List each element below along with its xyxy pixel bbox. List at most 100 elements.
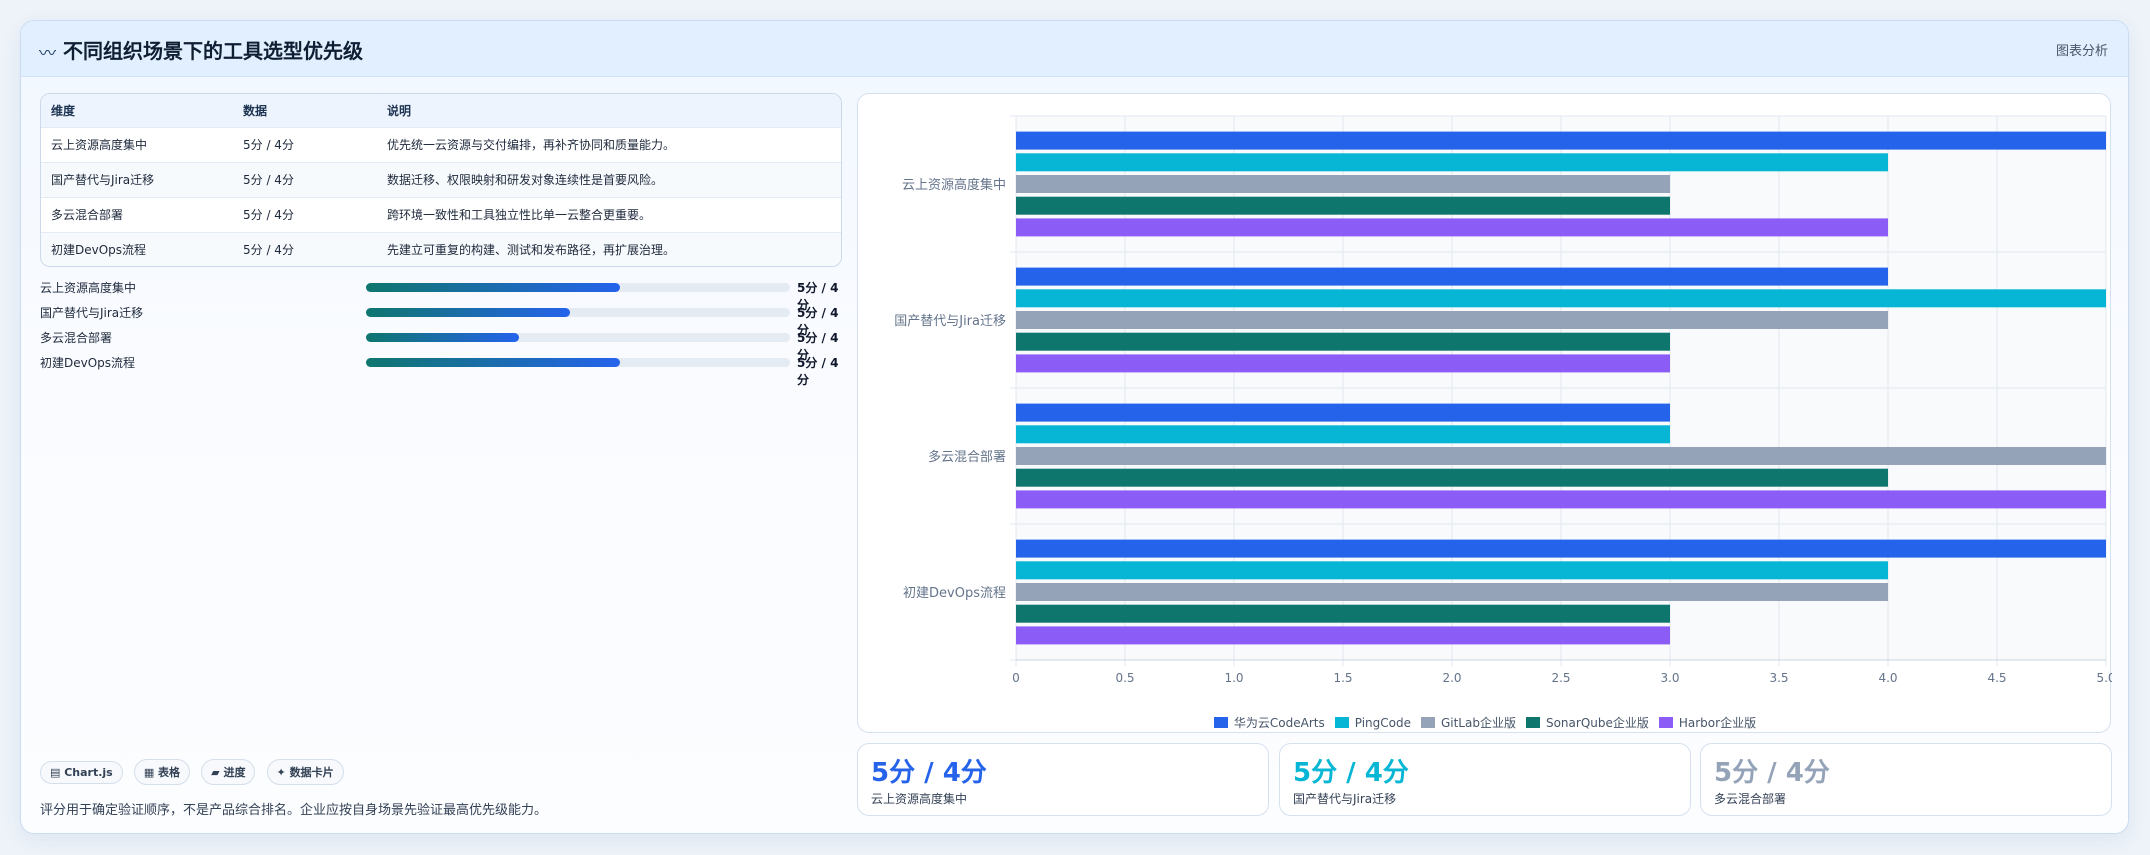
column-header: 数据 xyxy=(233,94,377,128)
bar xyxy=(1016,131,2106,150)
bar xyxy=(1016,539,2106,558)
table-row: 国产替代与Jira迁移 5分 / 4分 数据迁移、权限映射和研发对象连续性是首要… xyxy=(41,162,841,198)
table-cell: 5分 / 4分 xyxy=(233,127,377,163)
progress-fill xyxy=(366,308,570,317)
progress-label: 云上资源高度集中 xyxy=(40,281,137,295)
x-tick-label: 1.5 xyxy=(1333,671,1352,685)
progress-fill xyxy=(366,333,519,342)
legend-swatch xyxy=(1420,717,1435,728)
chip-table[interactable]: ▦ 表格 xyxy=(133,759,191,785)
table-cell: 云上资源高度集中 xyxy=(41,127,233,163)
legend-label: Harbor企业版 xyxy=(1678,716,1757,730)
progress-track xyxy=(366,358,790,367)
bar xyxy=(1016,490,2106,509)
table-cell: 先建立可重复的构建、测试和发布路径，再扩展治理。 xyxy=(377,232,841,266)
legend-label: 华为云CodeArts xyxy=(1233,716,1325,730)
y-tick-label: 多云混合部署 xyxy=(928,449,1006,465)
bar xyxy=(1016,267,1888,286)
footnote: 评分用于确定验证顺序，不是产品综合排名。企业应按自身场景先验证最高优先级能力。 xyxy=(40,803,548,818)
bar xyxy=(1016,332,1670,351)
stat-card: 5分 / 4分 多云混合部署 xyxy=(1700,743,2112,816)
progress-label: 初建DevOps流程 xyxy=(40,356,136,370)
chart-analysis-link[interactable]: 图表分析 xyxy=(2055,44,2108,59)
progress-value: 5分 / 4分 xyxy=(797,356,839,387)
legend-item[interactable]: GitLab企业版 xyxy=(1420,714,1516,731)
chip-chartjs[interactable]: ▤ Chart.js xyxy=(40,761,123,784)
bar xyxy=(1016,196,1670,215)
progress-value: 5分 / 4分 xyxy=(797,306,839,337)
x-tick-label: 3.5 xyxy=(1769,671,1788,685)
table-cell: 初建DevOps流程 xyxy=(41,232,233,266)
legend-swatch xyxy=(1658,717,1673,728)
x-tick-label: 5.0 xyxy=(2096,671,2112,685)
progress-value: 5分 / 4分 xyxy=(797,281,839,312)
x-tick-label: 0.5 xyxy=(1115,671,1134,685)
table-row: 云上资源高度集中 5分 / 4分 优先统一云资源与交付编排，再补齐协同和质量能力… xyxy=(41,127,841,163)
progress-row: 多云混合部署 5分 / 4分 xyxy=(40,325,850,362)
bar xyxy=(1016,447,2106,465)
stat-label: 云上资源高度集中 xyxy=(871,792,968,806)
progress-track xyxy=(366,308,790,317)
legend-label: GitLab企业版 xyxy=(1440,716,1516,730)
table-row: 初建DevOps流程 5分 / 4分 先建立可重复的构建、测试和发布路径，再扩展… xyxy=(41,232,841,266)
table-cell: 5分 / 4分 xyxy=(233,232,377,266)
bar xyxy=(1016,153,1888,172)
bar xyxy=(1016,604,1670,623)
chip-progress[interactable]: ▰ 进度 xyxy=(201,759,256,785)
legend-swatch xyxy=(1334,717,1349,728)
x-tick-label: 2.5 xyxy=(1551,671,1570,685)
stat-value: 5分 / 4分 xyxy=(1714,758,1830,788)
chart-legend: 华为云CodeArts PingCode GitLab企业版 SonarQube企业版… xyxy=(858,714,2112,731)
table-cell: 优先统一云资源与交付编排，再补齐协同和质量能力。 xyxy=(377,127,841,163)
table-cell: 国产替代与Jira迁移 xyxy=(41,162,233,198)
stat-value: 5分 / 4分 xyxy=(871,758,987,788)
progress-value: 5分 / 4分 xyxy=(797,331,839,362)
y-tick-label: 初建DevOps流程 xyxy=(903,586,1006,601)
bar xyxy=(1016,583,1888,601)
bar xyxy=(1016,175,1670,193)
table-cell: 5分 / 4分 xyxy=(233,162,377,198)
table-cell: 多云混合部署 xyxy=(41,197,233,233)
stat-card: 5分 / 4分 云上资源高度集中 xyxy=(857,743,1269,816)
legend-item[interactable]: 华为云CodeArts xyxy=(1213,714,1325,731)
progress-row: 初建DevOps流程 5分 / 4分 xyxy=(40,350,850,387)
x-tick-label: 1.0 xyxy=(1224,671,1243,685)
table-cell: 数据迁移、权限映射和研发对象连续性是首要风险。 xyxy=(377,162,841,198)
legend-item[interactable]: SonarQube企业版 xyxy=(1525,714,1649,731)
progress-track xyxy=(366,283,790,292)
progress-fill xyxy=(366,283,621,292)
stat-label: 多云混合部署 xyxy=(1714,792,1787,806)
progress-label: 国产替代与Jira迁移 xyxy=(40,306,144,320)
progress-row: 国产替代与Jira迁移 5分 / 4分 xyxy=(40,300,850,337)
bar xyxy=(1016,425,1670,444)
trend-icon: 〰 xyxy=(39,44,56,64)
chip-data-cards[interactable]: ✦ 数据卡片 xyxy=(266,759,344,785)
stat-card: 5分 / 4分 国产替代与Jira迁移 xyxy=(1279,743,1691,816)
panel-header: 〰 不同组织场景下的工具选型优先级 图表分析 xyxy=(21,21,2128,77)
bar xyxy=(1016,354,1670,373)
legend-swatch xyxy=(1525,717,1540,728)
progress-label: 多云混合部署 xyxy=(40,331,113,345)
x-tick-label: 4.0 xyxy=(1878,671,1897,685)
progress-row: 云上资源高度集中 5分 / 4分 xyxy=(40,275,850,312)
bar xyxy=(1016,218,1888,237)
x-tick-label: 3.0 xyxy=(1660,671,1679,685)
stat-label: 国产替代与Jira迁移 xyxy=(1293,792,1397,806)
bar-chart: 云上资源高度集中 国产替代与Jira迁移 多云混合部署 初建DevOps流程 0 0.5 1… xyxy=(857,93,2112,733)
bar xyxy=(1016,311,1888,329)
x-tick-label: 0 xyxy=(1012,671,1020,685)
legend-swatch xyxy=(1213,717,1228,728)
table-cell: 跨环境一致性和工具独立性比单一云整合更重要。 xyxy=(377,197,841,233)
legend-item[interactable]: PingCode xyxy=(1334,716,1411,730)
x-tick-label: 2.0 xyxy=(1442,671,1461,685)
bar xyxy=(1016,403,1670,422)
bar xyxy=(1016,561,1888,580)
progress-fill xyxy=(366,358,621,367)
stat-value: 5分 / 4分 xyxy=(1293,758,1409,788)
bar xyxy=(1016,289,2106,308)
legend-label: SonarQube企业版 xyxy=(1545,716,1649,730)
table-row: 多云混合部署 5分 / 4分 跨环境一致性和工具独立性比单一云整合更重要。 xyxy=(41,197,841,233)
y-tick-label: 云上资源高度集中 xyxy=(902,177,1006,193)
legend-item[interactable]: Harbor企业版 xyxy=(1658,714,1757,731)
